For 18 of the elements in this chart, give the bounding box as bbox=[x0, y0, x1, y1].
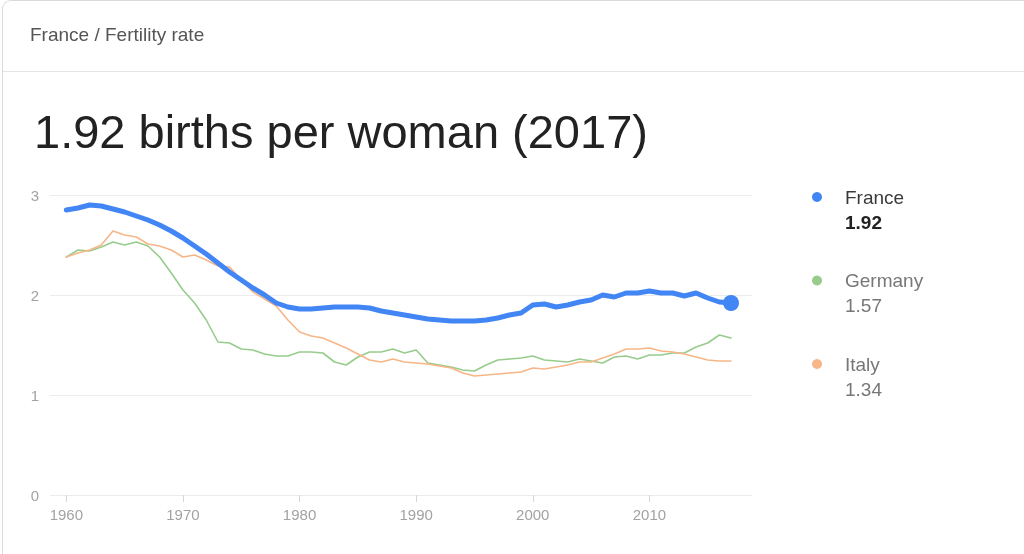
y-tick-label: 2 bbox=[30, 286, 39, 304]
x-tick-label: 1990 bbox=[399, 506, 433, 523]
y-tick-label: 3 bbox=[30, 186, 39, 204]
text: 1.92 bbox=[845, 211, 882, 233]
legend-label: Germany bbox=[845, 270, 924, 291]
text: 1.34 bbox=[845, 378, 883, 400]
x-tick-label: 1970 bbox=[166, 506, 200, 523]
y-tick-label: 1 bbox=[30, 386, 39, 404]
legend-label: France bbox=[845, 186, 905, 208]
legend-label: Italy bbox=[845, 353, 881, 375]
x-tick-label: 1960 bbox=[49, 506, 84, 523]
y-tick-label: 0 bbox=[30, 486, 39, 504]
x-tick-label: 1980 bbox=[282, 506, 317, 523]
text: 1.57 bbox=[845, 295, 882, 316]
text: France / Fertility rate bbox=[30, 24, 205, 46]
x-tick-label: 2010 bbox=[632, 506, 667, 523]
chart-title: 1.92 births per woman (2017) bbox=[34, 105, 648, 158]
x-tick-label: 2000 bbox=[516, 506, 550, 523]
